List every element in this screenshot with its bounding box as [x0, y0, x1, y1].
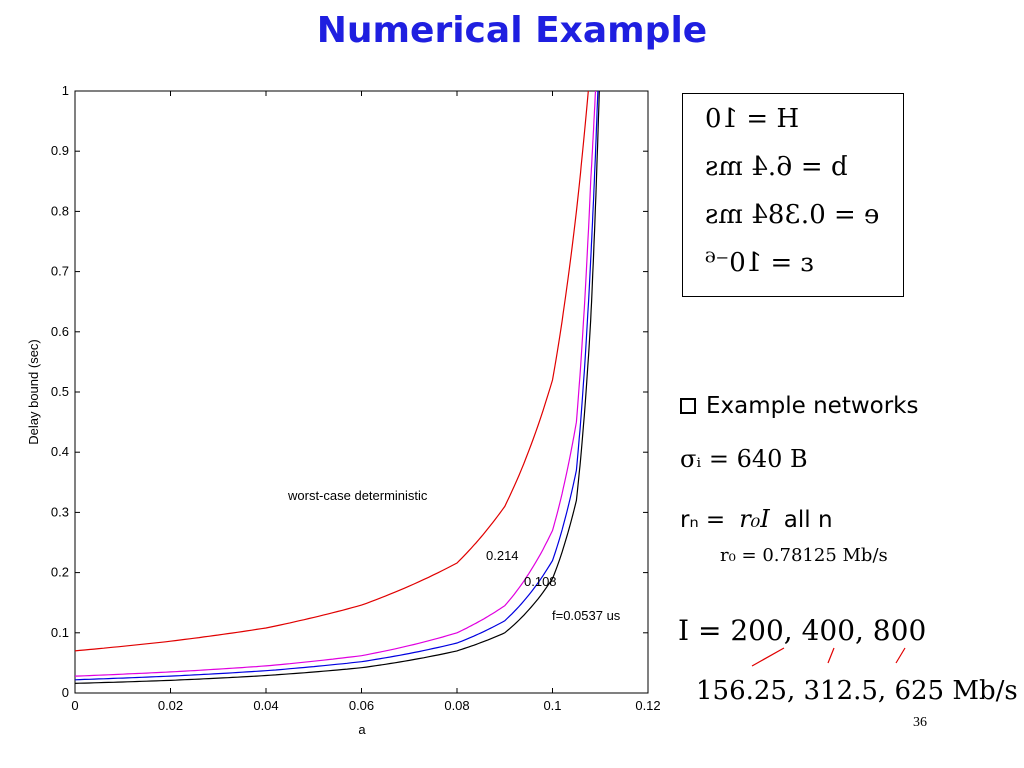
param-e: e = 0.384 ms — [705, 200, 880, 230]
annotation-worst-case: worst-case deterministic — [287, 488, 428, 503]
i-values: I = 200, 400, 800 — [678, 614, 927, 647]
y-tick-label: 0.3 — [51, 504, 69, 519]
rn-label: rₙ = — [680, 507, 726, 533]
x-tick-label: 0.04 — [253, 698, 278, 713]
annotation-0108: 0.108 — [524, 574, 557, 589]
y-tick-label: 1 — [62, 83, 69, 98]
arrow-800 — [895, 647, 906, 664]
y-tick-label: 0.5 — [51, 384, 69, 399]
rn-suffix: all n — [783, 507, 833, 533]
param-b: b = 6.4 ms — [705, 152, 848, 182]
arrow-200 — [751, 647, 785, 667]
r0-formula: r₀ = 0.78125 Mb/s — [720, 545, 888, 566]
slide-title: Numerical Example — [316, 10, 708, 51]
x-tick-label: 0.02 — [158, 698, 183, 713]
series-line-0 — [74, 90, 589, 652]
series-line-1 — [74, 90, 597, 677]
example-networks-heading: Example networks — [680, 393, 918, 419]
chart-series — [74, 90, 600, 684]
x-tick-label: 0.06 — [349, 698, 374, 713]
param-h: H = 10 — [705, 104, 800, 134]
annotation-0214: 0.214 — [486, 548, 519, 563]
y-tick-label: 0.8 — [51, 203, 69, 218]
series-line-3 — [74, 90, 600, 684]
rn-formula: r₀I — [739, 505, 770, 533]
annotation-f0537: f=0.0537 us — [552, 608, 621, 623]
x-tick-label: 0.08 — [444, 698, 469, 713]
x-tick-label: 0 — [71, 698, 78, 713]
y-tick-label: 0.7 — [51, 264, 69, 279]
page-number: 36 — [913, 715, 927, 730]
x-axis-label: a — [358, 722, 366, 737]
rn-row: rₙ = r₀I all n — [680, 505, 833, 533]
y-tick-label: 0.2 — [51, 565, 69, 580]
param-epsilon: ε = 10⁻⁶ — [705, 248, 815, 278]
x-tick-label: 0.12 — [635, 698, 660, 713]
y-tick-label: 0.4 — [51, 444, 69, 459]
y-tick-label: 0.1 — [51, 625, 69, 640]
y-tick-label: 0.9 — [51, 143, 69, 158]
y-tick-label: 0 — [62, 685, 69, 700]
x-tick-label: 0.1 — [543, 698, 561, 713]
parameter-box: H = 10 b = 6.4 ms e = 0.384 ms ε = 10⁻⁶ — [682, 93, 904, 297]
series-line-2 — [74, 90, 599, 681]
rate-values: 156.25, 312.5, 625 Mb/s — [696, 676, 1018, 706]
rate-arrows — [751, 647, 906, 667]
arrow-400 — [827, 647, 835, 664]
sigma-formula: σᵢ = 640 B — [680, 445, 808, 473]
y-tick-label: 0.6 — [51, 324, 69, 339]
chart-axes: 0 0.02 0.04 0.06 0.08 0.1 0.12 0 0.1 0.2 0.3 0.4 0.5… — [51, 83, 661, 713]
y-axis-label: Delay bound (sec) — [26, 339, 41, 445]
example-networks-label: Example networks — [706, 393, 919, 419]
checkbox-square-icon — [680, 398, 696, 414]
plot-frame — [74, 90, 649, 694]
